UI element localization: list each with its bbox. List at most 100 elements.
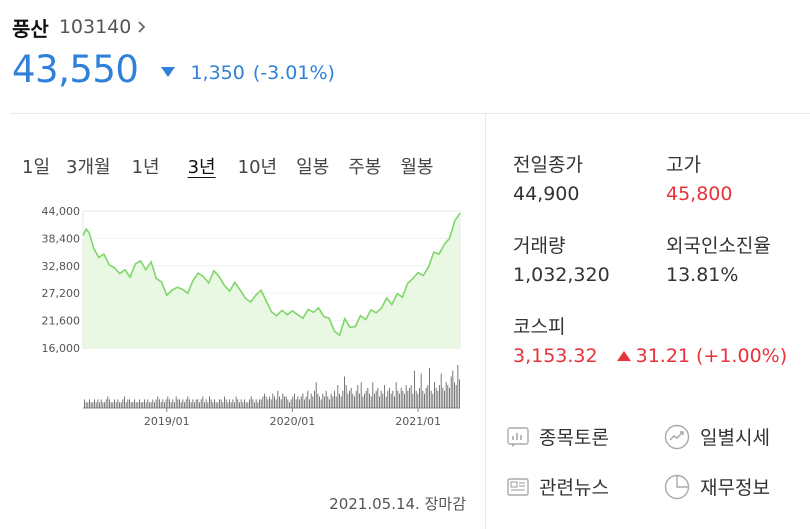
volume-bar xyxy=(437,390,439,408)
news-link[interactable]: 관련뉴스 xyxy=(507,473,609,500)
volume-bar xyxy=(294,393,295,408)
volume-bar xyxy=(214,399,215,408)
volume-bar xyxy=(220,399,222,408)
price-change-amount: 1,350 xyxy=(190,61,245,84)
volume-bar xyxy=(174,402,175,408)
volume-bar xyxy=(234,402,235,408)
volume-bar xyxy=(225,399,227,408)
chevron-right-icon[interactable] xyxy=(137,19,147,35)
volume-bar xyxy=(319,396,320,408)
volume-bar xyxy=(247,402,249,408)
price-change-percent: (-3.01%) xyxy=(252,61,335,84)
volume-bar xyxy=(235,396,237,408)
volume-bar xyxy=(360,382,362,408)
volume-bar xyxy=(187,396,189,408)
volume-bar xyxy=(192,399,194,408)
tab-1d[interactable]: 1일 xyxy=(22,157,51,178)
day-high-label: 고가 xyxy=(666,154,701,176)
tab-10y[interactable]: 10년 xyxy=(237,157,278,178)
volume-bar xyxy=(277,390,279,408)
prev-close: 전일종가 44,900 xyxy=(513,150,583,205)
volume-bar xyxy=(405,385,407,408)
volume-bar xyxy=(427,385,429,408)
volume-bar xyxy=(169,399,170,408)
tab-3y[interactable]: 3년 xyxy=(187,157,216,178)
volume-bar xyxy=(425,387,427,408)
kospi-value-row: 3,153.32 31.21 (+1.00%) xyxy=(513,345,810,367)
foreign-ownership-value: 13.81% xyxy=(666,264,739,286)
y-axis-ticks: 44,000 38,400 32,800 27,200 21,600 16,000 xyxy=(42,205,81,355)
tab-monthly-candle[interactable]: 월봉 xyxy=(400,157,434,178)
volume-bar xyxy=(270,399,272,408)
stock-name[interactable]: 풍산 xyxy=(12,16,49,41)
volume-bar xyxy=(359,393,360,408)
volume-bar xyxy=(397,390,399,408)
volume-bar xyxy=(264,393,265,408)
tab-weekly-candle[interactable]: 주봉 xyxy=(348,157,382,178)
volume-bar xyxy=(237,399,239,408)
volume-bar xyxy=(379,396,380,408)
financials-link-label: 재무정보 xyxy=(700,477,770,499)
news-link-label: 관련뉴스 xyxy=(539,477,609,499)
volume-bar xyxy=(349,390,350,408)
volume-bar xyxy=(114,399,115,408)
volume-bar xyxy=(309,399,310,408)
volume-bar xyxy=(185,399,187,408)
tab-daily-candle[interactable]: 일봉 xyxy=(296,157,330,178)
divider-vertical xyxy=(485,113,486,529)
discussion-link[interactable]: 종목토론 xyxy=(507,423,609,450)
volume-bar xyxy=(172,399,174,408)
daily-quotes-link-label: 일별시세 xyxy=(700,427,770,449)
volume-bar xyxy=(227,402,229,408)
volume-bar xyxy=(284,396,285,408)
volume-bar xyxy=(232,399,234,408)
volume-bar xyxy=(184,402,185,408)
financials-link[interactable]: 재무정보 xyxy=(664,473,770,500)
volume-bar xyxy=(305,396,307,408)
volume-bar xyxy=(160,402,162,408)
volume-bar xyxy=(205,399,207,408)
volume-bar xyxy=(269,396,270,408)
volume-bar xyxy=(415,390,417,408)
volume-bar xyxy=(122,399,124,408)
tab-1y[interactable]: 1년 xyxy=(131,157,160,178)
volume-bar xyxy=(210,399,212,408)
foreign-ownership-label: 외국인소진율 xyxy=(666,235,771,257)
volume-bar xyxy=(282,393,284,408)
price-line xyxy=(82,212,461,337)
volume-bar xyxy=(245,402,247,408)
daily-quotes-link[interactable]: 일별시세 xyxy=(664,423,770,450)
volume: 거래량 1,032,320 xyxy=(513,231,610,286)
volume-bar xyxy=(287,399,289,408)
stock-code[interactable]: 103140 xyxy=(58,16,132,38)
volume-bar xyxy=(254,402,255,408)
volume-bar xyxy=(310,393,312,408)
volume-bar xyxy=(345,385,347,408)
volume-bar xyxy=(329,399,330,408)
volume-bar xyxy=(137,402,139,408)
volume-bar xyxy=(84,399,85,408)
prev-close-value: 44,900 xyxy=(513,183,580,205)
volume-bar xyxy=(92,402,94,408)
volume-bar xyxy=(295,399,297,408)
volume-bar xyxy=(124,396,125,408)
volume-bar xyxy=(145,402,147,408)
volume-bar xyxy=(430,390,432,408)
volume-bar xyxy=(97,399,99,408)
volume-bar xyxy=(194,402,195,408)
price-area-fill xyxy=(83,213,460,348)
volume-bar xyxy=(339,393,340,408)
price-chart[interactable]: 44,000 38,400 32,800 27,200 21,600 16,000 201… xyxy=(0,195,480,440)
volume-bars xyxy=(83,365,460,409)
tab-3m[interactable]: 3개월 xyxy=(66,157,111,178)
volume-bar xyxy=(350,387,352,408)
volume-bar xyxy=(394,396,395,408)
volume-bar xyxy=(244,399,245,408)
down-arrow-icon xyxy=(161,66,176,77)
volume-bar xyxy=(400,387,402,408)
volume-bar xyxy=(389,387,390,408)
volume-bar xyxy=(149,402,150,408)
volume-bar xyxy=(304,399,305,408)
kospi-change: 31.21 xyxy=(635,345,691,367)
volume-bar xyxy=(102,402,104,408)
